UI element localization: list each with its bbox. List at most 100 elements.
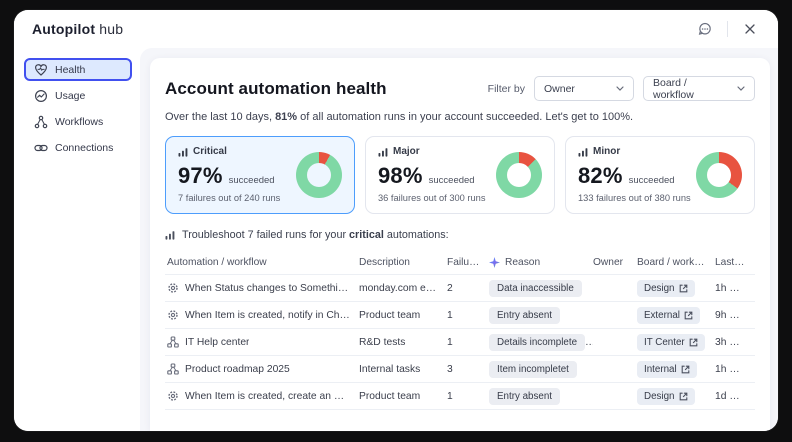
sidebar-item-usage[interactable]: Usage [24, 84, 132, 107]
major-card[interactable]: Major 98% succeeded 36 failures out of 3… [365, 136, 555, 214]
filter-by-label: Filter by [487, 82, 525, 95]
automation-name: Product roadmap 2025 [185, 363, 290, 375]
critical-card[interactable]: Critical 97% succeeded 7 failures out of… [165, 136, 355, 214]
board-link-chip[interactable]: Design [637, 387, 695, 405]
succeeded-label: succeeded [628, 175, 675, 186]
description-cell: monday.com emplo… [359, 282, 447, 294]
titlebar-actions [695, 19, 760, 39]
app-window: Autopilot hub [14, 10, 778, 431]
table-row[interactable]: When Status changes to Something, move I… [165, 275, 755, 302]
description-cell: R&D tests [359, 336, 406, 348]
col-last-fail: Last fail [715, 256, 751, 268]
automation-name: IT Help center [185, 336, 250, 348]
external-link-icon [679, 284, 688, 293]
external-link-icon [681, 365, 690, 374]
app-title: Autopilot hub [32, 21, 123, 37]
feedback-button[interactable] [695, 19, 715, 39]
last-fail-cell: 1h ago [715, 363, 747, 375]
failure-detail: 133 failures out of 380 runs [578, 193, 691, 203]
failures-cell: 1 [447, 336, 453, 348]
board-link-chip[interactable]: Internal [637, 360, 697, 378]
col-failures: Failures [447, 256, 484, 268]
automation-name: When Status changes to Something, move I… [185, 282, 351, 294]
reason-chip: Entry absent [489, 306, 561, 324]
success-percent: 98% [378, 163, 423, 188]
failure-detail: 7 failures out of 240 runs [178, 193, 281, 203]
table-row[interactable]: IT Help center R&D tests 1 Details incom… [165, 329, 755, 356]
description-cell: Internal tasks [359, 363, 421, 375]
bars-icon [165, 230, 175, 240]
automation-gear-icon [167, 309, 179, 321]
severity-label: Minor [593, 146, 621, 157]
titlebar-divider [727, 21, 728, 37]
last-fail-cell: 3h ago [715, 336, 747, 348]
col-reason: Reason [489, 256, 593, 268]
major-donut-chart [496, 151, 542, 198]
close-icon [744, 23, 756, 35]
chevron-down-icon [616, 86, 624, 91]
board-link-chip[interactable]: External [637, 306, 700, 324]
table-row[interactable]: When Item is created, create an Update P… [165, 383, 755, 410]
table-row[interactable]: When Item is created, notify in Channel … [165, 302, 755, 329]
succeeded-label: succeeded [228, 175, 275, 186]
external-link-icon [689, 338, 698, 347]
last-fail-cell: 1h ago [715, 282, 747, 294]
failures-cell: 1 [447, 309, 453, 321]
success-percent: 97% [178, 163, 223, 188]
close-button[interactable] [740, 19, 760, 39]
summary-text: Over the last 10 days, 81% of all automa… [165, 111, 634, 123]
col-automation: Automation / workflow [167, 256, 267, 268]
app-title-bold: Autopilot [32, 21, 96, 37]
col-description: Description [359, 256, 410, 268]
board-filter-dropdown[interactable]: Board / workflow [643, 76, 755, 101]
succeeded-label: succeeded [428, 175, 475, 186]
app-title-light: hub [99, 21, 124, 37]
sidebar-item-label: Connections [55, 141, 114, 154]
bars-icon [578, 147, 588, 157]
chat-bubble-icon [697, 21, 713, 37]
description-cell: Product team [359, 390, 421, 402]
board-filter-value: Board / workflow [653, 76, 694, 101]
last-fail-cell: 9h ago [715, 309, 747, 321]
sidebar-item-connections[interactable]: Connections [24, 136, 132, 159]
owner-filter-dropdown[interactable]: Owner [534, 76, 634, 101]
reason-chip: Item incompletet [489, 360, 577, 378]
owner-filter-value: Owner [544, 82, 575, 95]
sidebar-item-label: Health [55, 63, 86, 76]
sidebar-item-label: Workflows [55, 115, 104, 128]
main-area: Account automation health Filter by Owne… [140, 48, 778, 431]
automation-gear-icon [167, 390, 179, 402]
severity-label: Major [393, 146, 420, 157]
connections-link-icon [34, 141, 48, 155]
minor-card[interactable]: Minor 82% succeeded 133 failures out of … [565, 136, 755, 214]
chevron-down-icon [737, 86, 745, 91]
health-panel: Account automation health Filter by Owne… [150, 58, 770, 431]
failure-detail: 36 failures out of 300 runs [378, 193, 486, 203]
failed-runs-table: Automation / workflow Description Failur… [165, 250, 755, 410]
reason-chip: Data inaccessible [489, 279, 582, 297]
failures-cell: 3 [447, 363, 453, 375]
page-title: Account automation health [165, 78, 387, 98]
external-link-icon [684, 311, 693, 320]
table-row[interactable]: Product roadmap 2025 Internal tasks 3 It… [165, 356, 755, 383]
sidebar-item-workflows[interactable]: Workflows [24, 110, 132, 133]
sidebar: Health Usage Workflows [14, 48, 140, 431]
reason-chip: Entry absent [489, 387, 561, 405]
external-link-icon [679, 392, 688, 401]
bars-icon [378, 147, 388, 157]
critical-donut-chart [296, 151, 342, 198]
troubleshoot-line: Troubleshoot 7 failed runs for your crit… [165, 229, 755, 241]
success-percent: 82% [578, 163, 623, 188]
board-link-chip[interactable]: IT Center [637, 333, 705, 351]
automation-gear-icon [167, 282, 179, 294]
filter-group: Filter by Owner Board / workflow [488, 76, 755, 101]
board-link-chip[interactable]: Design [637, 279, 695, 297]
automation-name: When Item is created, notify in Channel [185, 309, 351, 321]
heart-health-icon [34, 63, 48, 77]
titlebar: Autopilot hub [14, 10, 778, 48]
table-header-row: Automation / workflow Description Failur… [165, 250, 755, 275]
description-cell: Product team [359, 309, 421, 321]
minor-donut-chart [696, 151, 742, 198]
failures-cell: 1 [447, 390, 453, 402]
sidebar-item-health[interactable]: Health [24, 58, 132, 81]
